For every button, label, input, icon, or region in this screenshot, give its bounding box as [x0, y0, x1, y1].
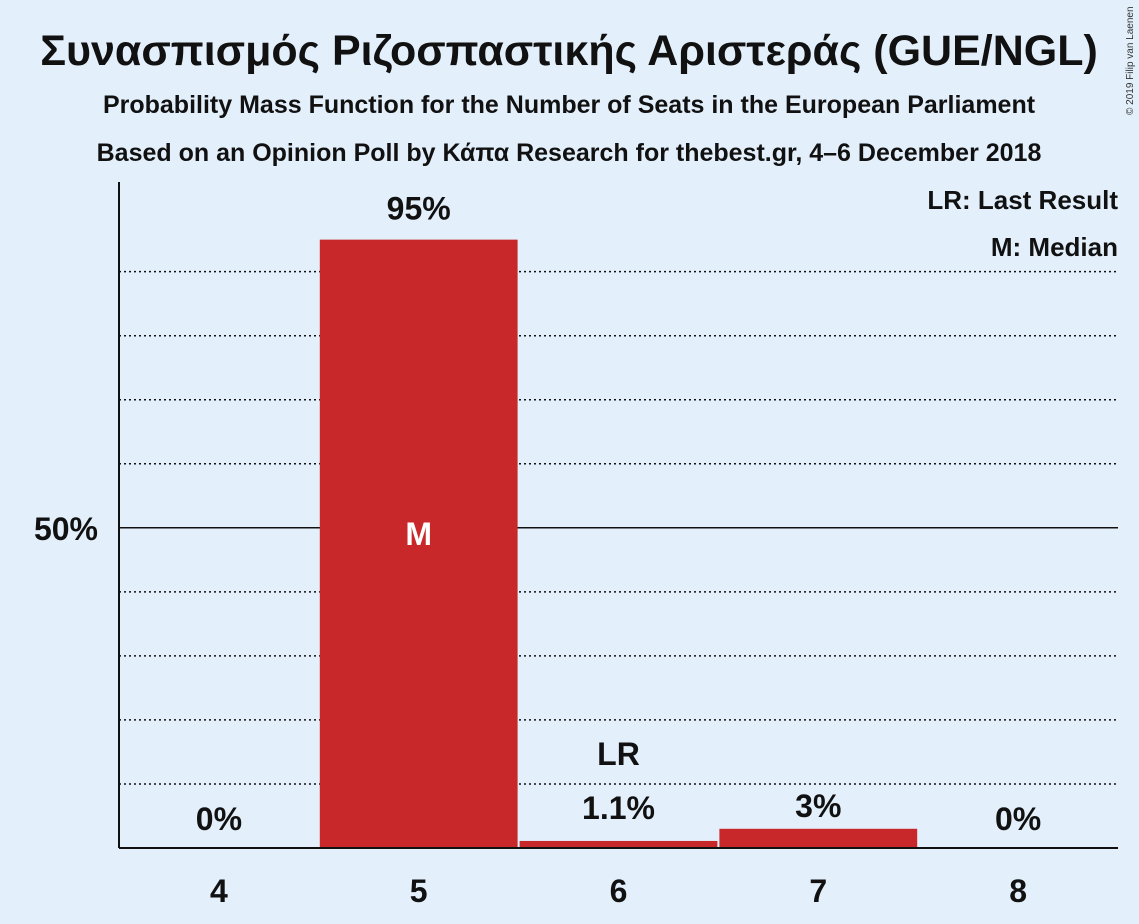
x-tick-label-5: 5 — [410, 873, 428, 909]
gridlines — [119, 270, 1118, 785]
value-label-4: 0% — [196, 801, 242, 837]
y-axis-ticks: 50% — [34, 511, 98, 547]
x-tick-label-4: 4 — [210, 873, 228, 909]
chart-title: Συνασπισμός Ριζοσπαστικής Αριστεράς (GUE… — [40, 27, 1098, 75]
x-tick-label-7: 7 — [809, 873, 827, 909]
chart-subtitle: Probability Mass Function for the Number… — [103, 91, 1036, 119]
median-marker: M — [405, 516, 432, 552]
value-label-6: 1.1% — [582, 790, 655, 826]
value-label-5: 95% — [387, 191, 451, 227]
bar-6 — [519, 840, 718, 848]
x-tick-label-6: 6 — [610, 873, 628, 909]
value-label-7: 3% — [795, 788, 841, 824]
bar-5 — [319, 239, 518, 848]
last-result-marker: LR — [597, 736, 640, 772]
bar-7 — [719, 828, 918, 848]
copyright-notice: © 2019 Filip van Laenen — [1125, 6, 1136, 115]
chart-subtitle-source: Based on an Opinion Poll by Κάπα Researc… — [97, 139, 1042, 167]
legend: LR: Last Result M: Median — [927, 185, 1118, 262]
legend-entry: M: Median — [991, 232, 1118, 262]
data-labels: 0% 95% M LR 1.1% 3% 0% — [196, 191, 1041, 837]
legend-entry: LR: Last Result — [927, 185, 1118, 215]
value-label-8: 0% — [995, 801, 1041, 837]
y-tick-label: 50% — [34, 511, 98, 547]
bars — [319, 239, 918, 848]
x-axis-ticks: 4 5 6 7 8 — [210, 873, 1027, 909]
x-tick-label-8: 8 — [1009, 873, 1027, 909]
